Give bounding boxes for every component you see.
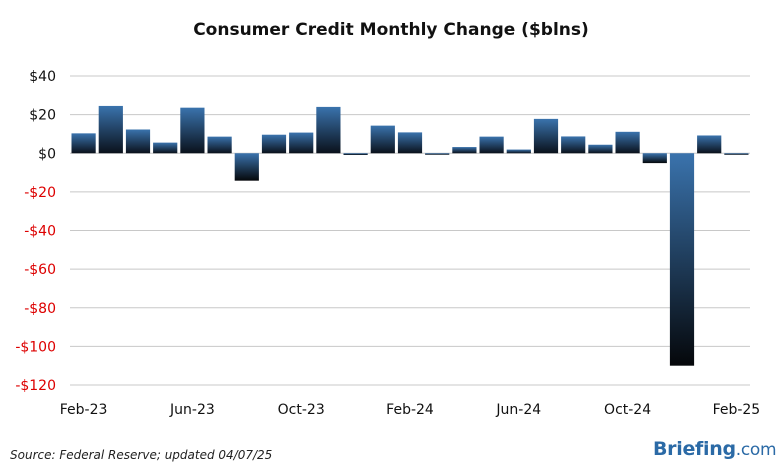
briefing-logo: Briefing.com [653,438,777,460]
bar-sep-23 [261,134,287,154]
bar-may-24 [479,136,504,154]
bar-mar-24 [425,153,450,155]
bar-dec-24 [669,153,695,366]
x-tick-label: Jun-24 [495,402,541,418]
bar-sep-24 [588,144,613,154]
bar-jan-25 [697,135,722,154]
bar-nov-23 [316,106,341,154]
y-tick-label: -$40 [24,224,56,240]
y-tick-label: $0 [38,146,56,162]
x-tick-label: Oct-23 [278,402,325,418]
y-axis-ticks: $40 $20 $0 -$20 -$40 -$60 -$80 -$100 -$120 [15,69,56,394]
grid-lines [70,75,750,386]
y-tick-label: $20 [29,108,56,124]
y-tick-label: -$120 [15,378,56,394]
bar-oct-23 [289,132,314,154]
bar-mar-23 [98,105,123,154]
bar-aug-23 [234,153,259,181]
y-tick-label: $40 [29,69,56,85]
bar-jul-24 [533,118,559,154]
x-tick-label: Oct-24 [604,402,651,418]
bar-oct-24 [615,131,640,154]
chart-title: Consumer Credit Monthly Change ($blns) [193,20,589,40]
bar-feb-24 [397,132,423,154]
bar-feb-23 [71,133,96,154]
bar-nov-24 [642,153,667,164]
bar-apr-23 [125,129,151,154]
y-tick-label: -$80 [24,301,56,317]
source-note: Source: Federal Reserve; updated 04/07/2… [10,448,273,462]
x-axis-ticks: Feb-23 Jun-23 Oct-23 Feb-24 Jun-24 Oct-24 Feb-… [60,402,760,418]
bar-jun-23 [180,107,205,154]
y-tick-label: -$100 [15,339,56,355]
brand-name: Briefing [653,438,736,460]
y-tick-label: -$20 [24,185,56,201]
x-tick-label: Feb-23 [60,402,108,418]
bar-jun-24 [506,149,531,154]
x-tick-label: Feb-25 [713,402,761,418]
bar-feb-25 [724,153,749,155]
bars [71,105,749,366]
bar-apr-24 [452,147,477,154]
y-tick-label: -$60 [24,262,56,278]
bar-dec-23 [343,153,368,155]
brand-suffix: .com [735,440,777,460]
bar-may-23 [153,142,178,154]
x-tick-label: Feb-24 [386,402,434,418]
x-tick-label: Jun-23 [169,402,215,418]
bar-jan-24 [370,125,395,154]
bar-aug-24 [561,136,586,154]
bar-jul-23 [207,136,232,154]
